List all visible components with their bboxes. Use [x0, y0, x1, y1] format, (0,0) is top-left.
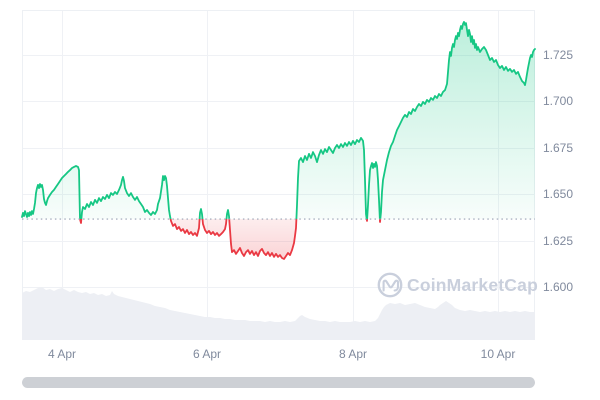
- watermark-text: CoinMarketCap: [407, 275, 538, 295]
- price-area-up: [21, 21, 536, 220]
- y-axis-tick-label: 1.675: [543, 141, 574, 155]
- y-axis-tick-label: 1.700: [543, 94, 574, 108]
- price-area-down: [22, 219, 535, 260]
- time-range-scrollbar[interactable]: [22, 377, 535, 388]
- coinmarketcap-logo-icon: [377, 272, 403, 298]
- volume-area: [22, 287, 535, 340]
- y-axis-tick-label: 1.625: [543, 234, 574, 248]
- y-axis-tick-label: 1.600: [543, 280, 574, 294]
- x-axis-tick-label: 10 Apr: [480, 347, 516, 361]
- x-axis-tick-label: 6 Apr: [192, 347, 222, 361]
- x-axis-tick-label: 4 Apr: [47, 347, 77, 361]
- y-axis-tick-label: 1.725: [543, 48, 574, 62]
- x-axis-tick-label: 8 Apr: [338, 347, 368, 361]
- y-axis-tick-label: 1.650: [543, 187, 574, 201]
- coinmarketcap-watermark: CoinMarketCap: [377, 272, 538, 298]
